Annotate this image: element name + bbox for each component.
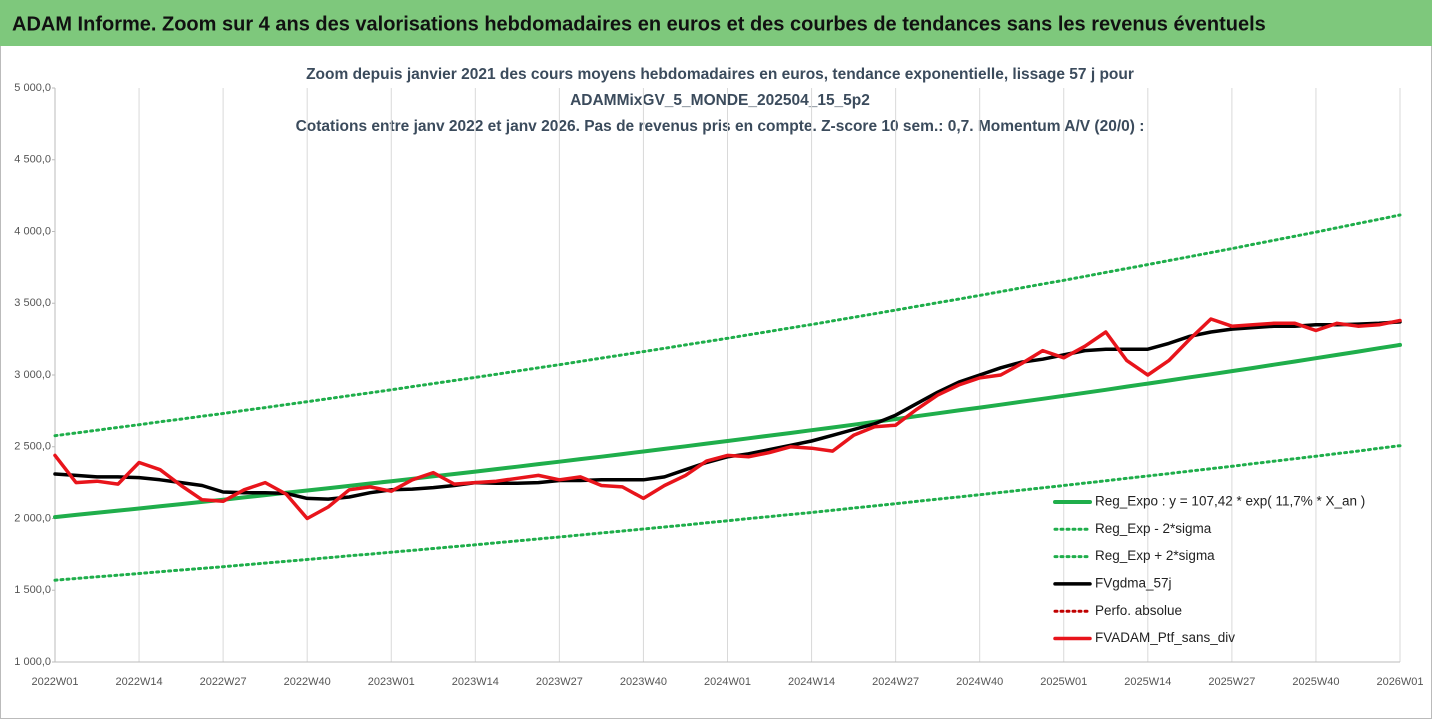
header-bar [0,0,1432,46]
x-tick-label: 2025W40 [1292,676,1339,688]
legend-label: Reg_Exp - 2*sigma [1095,521,1212,536]
x-tick-label: 2024W14 [788,676,835,688]
x-tick-label: 2022W40 [284,676,331,688]
series-line [53,213,1402,438]
y-tick-label: 4 000,0 [14,225,51,237]
y-tick-label: 1 000,0 [14,656,51,668]
y-tick-label: 5 000,0 [14,82,51,94]
x-tick-label: 2022W27 [200,676,247,688]
x-tick-label: 2025W14 [1124,676,1171,688]
series-line [53,444,1402,582]
x-tick-label: 2023W01 [368,676,415,688]
legend-label: Reg_Exp + 2*sigma [1095,548,1215,563]
y-tick-label: 3 500,0 [14,297,51,309]
series-line [53,317,1402,521]
header-title: ADAM Informe. Zoom sur 4 ans des valoris… [12,13,1266,35]
x-tick-label: 2022W14 [116,676,163,688]
y-tick-label: 3 000,0 [14,369,51,381]
x-tick-label: 2024W27 [872,676,919,688]
x-tick-label: 2023W14 [452,676,499,688]
chart-title: Cotations entre janv 2022 et janv 2026. … [296,118,1145,135]
legend-label: Perfo. absolue [1095,603,1182,618]
legend-label: FVADAM_Ptf_sans_div [1095,630,1235,645]
x-tick-label: 2022W01 [31,676,78,688]
y-tick-label: 2 500,0 [14,441,51,453]
legend-label: Reg_Expo : y = 107,42 * exp( 11,7% * X_a… [1095,494,1365,509]
chart-title: ADAMMixGV_5_MONDE_202504_15_5p2 [570,92,870,109]
y-tick-label: 1 500,0 [14,584,51,596]
y-tick-label: 4 500,0 [14,154,51,166]
x-tick-label: 2026W01 [1376,676,1423,688]
x-tick-label: 2023W40 [620,676,667,688]
chart-title: Zoom depuis janvier 2021 des cours moyen… [306,66,1134,83]
x-tick-label: 2023W27 [536,676,583,688]
x-tick-label: 2024W01 [704,676,751,688]
x-tick-label: 2025W27 [1208,676,1255,688]
x-tick-label: 2025W01 [1040,676,1087,688]
y-tick-label: 2 000,0 [14,512,51,524]
x-tick-label: 2024W40 [956,676,1003,688]
legend-label: FVgdma_57j [1095,575,1172,590]
